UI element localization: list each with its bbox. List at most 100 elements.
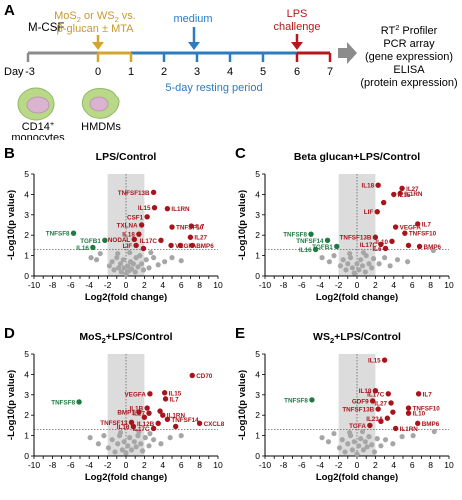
ns-point (112, 449, 118, 455)
ns-point (349, 447, 355, 453)
y-tick-label: 3 (24, 210, 29, 220)
ns-point (370, 256, 377, 262)
down-point (90, 244, 96, 251)
ns-point (382, 437, 389, 443)
y-tick-label: 3 (24, 390, 29, 400)
x-tick-label: -8 (49, 460, 57, 470)
up-point (151, 204, 158, 211)
x-tick-label: 6 (410, 280, 415, 290)
y-tick-label: 0 (255, 271, 260, 281)
readout-line-3: (gene expression) (365, 51, 453, 63)
monocyte-cell-icon (17, 87, 55, 121)
up-point (131, 236, 137, 242)
readout-line-5: (protein expression) (360, 77, 457, 89)
ns-point (116, 265, 122, 271)
ns-point (366, 261, 372, 267)
day-tick: 0 (95, 66, 101, 78)
up-point (381, 357, 388, 363)
up-point-label: CSF1 (127, 214, 144, 221)
ns-point (405, 259, 411, 265)
y-tick-label: 1 (255, 251, 260, 261)
up-point-label: TNFSF10 (409, 231, 437, 238)
down-point-label: IL16 (76, 245, 89, 252)
up-point (164, 416, 171, 422)
up-point-label: IL7 (170, 396, 180, 403)
down-point-label: TGFB1 (80, 238, 101, 245)
ns-point (356, 267, 362, 273)
ns-point (119, 447, 125, 453)
panel-a-timeline: A M-CSF MoS2 or WS2 vs. β-glucan ± MTA m… (4, 2, 458, 140)
up-point (196, 420, 203, 427)
timeline-axis (26, 51, 332, 62)
x-axis-label: Log2(fold change) (85, 472, 167, 483)
ns-point (331, 253, 337, 259)
monocyte-label-line2: monocytes (11, 132, 65, 140)
up-point (415, 391, 422, 397)
up-point (169, 224, 175, 230)
up-point-label: IL6 (372, 246, 382, 253)
down-point-label: TGFB1 (312, 244, 333, 251)
ns-point (115, 441, 121, 447)
x-tick-label: -2 (104, 460, 112, 470)
up-point-label: TNFSF10 (413, 406, 441, 413)
ns-point (101, 433, 107, 439)
up-point (374, 209, 380, 215)
up-point-label: CD70 (196, 373, 213, 380)
x-tick-label: 2 (373, 280, 378, 290)
up-point-label: TNFSF14 (171, 417, 199, 424)
mcsf-label: M-CSF (28, 22, 64, 34)
ns-point (339, 437, 345, 443)
ns-point (139, 448, 146, 454)
x-tick-label: -4 (85, 280, 93, 290)
up-point (375, 406, 381, 412)
down-point (324, 237, 331, 243)
ns-point (347, 429, 353, 436)
up-point (392, 425, 399, 432)
up-point (133, 242, 139, 249)
down-point (334, 243, 340, 250)
day-tick: 5 (260, 66, 266, 78)
x-tick-label: 4 (391, 460, 396, 470)
day-tick: 2 (161, 66, 167, 78)
up-point-label: VEGFA (400, 225, 422, 232)
up-point (388, 400, 394, 406)
panel-letter-a: A (4, 2, 15, 19)
ns-point (106, 263, 113, 269)
x-tick-label: 0 (355, 460, 360, 470)
up-point (384, 415, 391, 421)
ns-point (331, 430, 337, 437)
up-point-label: IL18 (117, 424, 130, 431)
down-point (76, 399, 82, 405)
up-point (189, 242, 195, 249)
up-point-label: IL10 (413, 411, 426, 418)
ns-point (369, 442, 375, 448)
y-tick-label: 5 (24, 169, 29, 179)
up-point-label: BMP6 (424, 244, 442, 251)
up-point (385, 391, 391, 397)
down-point-label: TNFSF8 (46, 231, 70, 238)
up-point-label: CXCL8 (204, 421, 225, 428)
ns-point (371, 449, 378, 455)
up-point (164, 205, 171, 212)
x-tick-label: 0 (124, 460, 129, 470)
up-point-label: TGFA (349, 423, 366, 430)
up-point (144, 405, 150, 411)
lps-arrow-icon (291, 34, 303, 50)
ns-point (95, 441, 101, 447)
y-tick-label: 4 (24, 189, 29, 199)
y-tick-label: 1 (24, 251, 29, 261)
up-point (380, 199, 387, 206)
x-tick-label: -8 (280, 460, 288, 470)
up-point (415, 221, 421, 227)
x-tick-label: 2 (142, 280, 147, 290)
up-point (187, 234, 194, 240)
x-tick-label: 8 (428, 280, 433, 290)
up-point (405, 410, 412, 416)
up-point-label: IL17C (360, 242, 378, 249)
ns-point (136, 428, 142, 435)
day-tick: 7 (327, 66, 333, 78)
treatment-label-line1: MoS2 or WS2 vs. (54, 10, 136, 24)
up-point-label: TNFSF13B (342, 407, 374, 414)
treatment-label-line2: β-glucan ± MTA (57, 23, 135, 35)
up-point (147, 391, 153, 397)
